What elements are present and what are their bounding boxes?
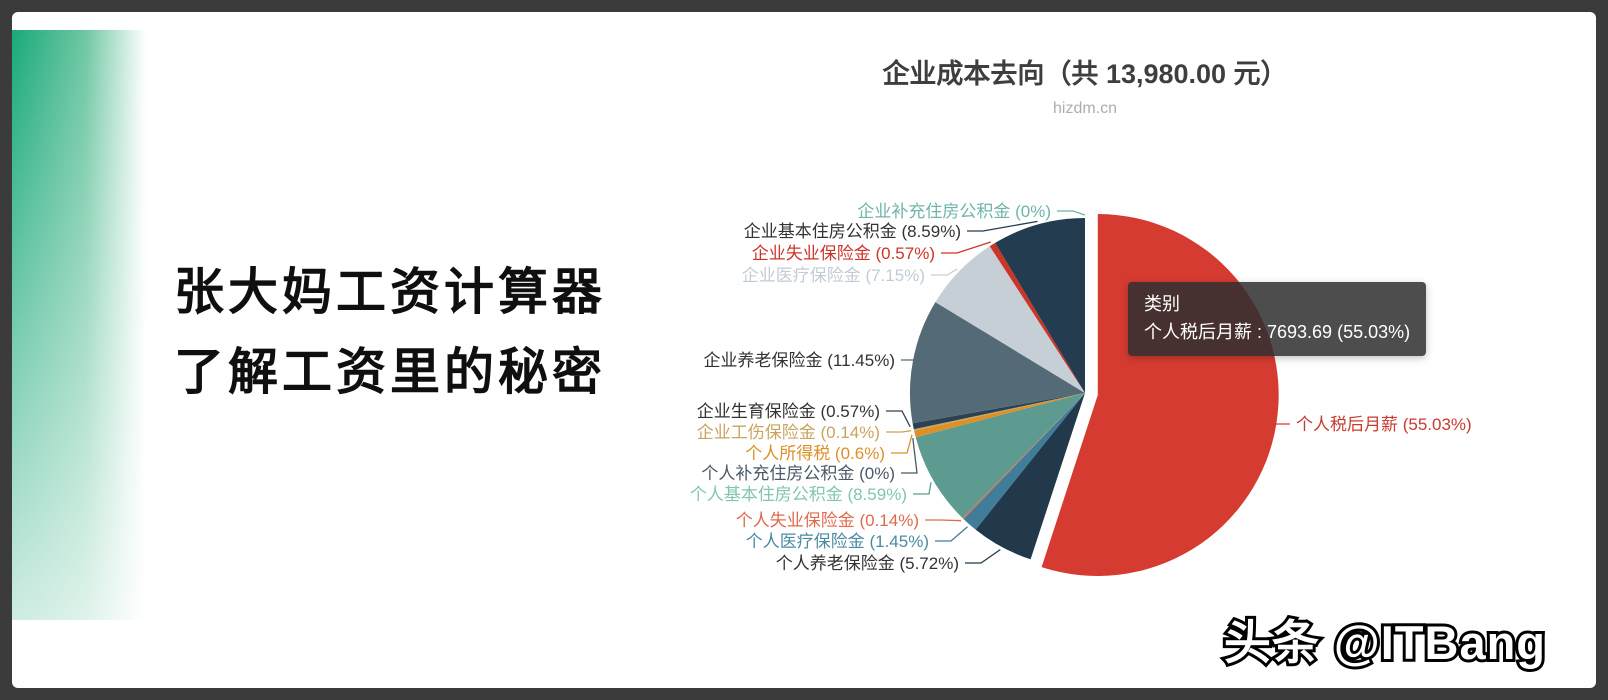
- pie-slice-label: 个人补充住房公积金 (0%): [701, 464, 895, 483]
- pie-leader-line: [935, 526, 968, 542]
- headline: 张大妈工资计算器 了解工资里的秘密: [174, 252, 606, 412]
- pie-leader-line: [925, 519, 962, 522]
- pie-leader-line: [931, 268, 958, 276]
- pie-slice-label: 企业工伤保险金 (0.14%): [697, 423, 880, 442]
- pie-slice-个人失业保险金[interactable]: [962, 393, 1086, 520]
- pie-leader-line: [967, 220, 1038, 232]
- pie-slice-企业养老保险金[interactable]: [909, 302, 1085, 424]
- content-card: 张大妈工资计算器 了解工资里的秘密 企业成本去向（共 13,980.00 元） …: [12, 12, 1596, 688]
- pie-slice-label: 个人失业保险金 (0.14%): [736, 511, 919, 530]
- pie-slice-label: 企业失业保险金 (0.57%): [752, 244, 935, 263]
- pie-leader-line: [886, 410, 911, 428]
- pie-leader-line: [886, 430, 912, 433]
- pie-slice-个人所得税[interactable]: [914, 393, 1085, 438]
- pie-slice-label: 个人所得税 (0.6%): [745, 444, 885, 463]
- watermark: 头条 @ITBang: [1221, 613, 1548, 672]
- pie-slice-企业生育保险金[interactable]: [912, 393, 1085, 430]
- pie-slice-label: 个人基本住房公积金 (8.59%): [690, 485, 907, 504]
- chart-subtitle: hizdm.cn: [1052, 100, 1118, 117]
- pie-slice-label: 个人医疗保险金 (1.45%): [746, 532, 929, 551]
- pie-slice-企业工伤保险金[interactable]: [913, 393, 1085, 431]
- pie-slice-label: 企业基本住房公积金 (8.59%): [744, 222, 961, 241]
- headline-line1: 张大妈工资计算器: [174, 264, 606, 320]
- pie-slice-label: 企业补充住房公积金 (0%): [857, 202, 1051, 221]
- green-gradient-decoration: [12, 30, 146, 620]
- pie-slice-label: 企业医疗保险金 (7.15%): [742, 266, 925, 285]
- pie-slice-label: 个人税后月薪 (55.03%): [1296, 415, 1472, 434]
- pie-leader-line: [941, 241, 992, 254]
- pie-slice-企业失业保险金[interactable]: [989, 242, 1085, 393]
- tooltip-category-header: 类别: [1144, 294, 1180, 314]
- pie-slice-个人养老保险金[interactable]: [975, 393, 1085, 560]
- pie-slice-个人基本住房公积金[interactable]: [915, 393, 1085, 518]
- pie-leader-line: [901, 437, 918, 474]
- pie-slice-企业医疗保险金[interactable]: [935, 246, 1085, 393]
- pie-slice-label: 个人养老保险金 (5.72%): [776, 554, 959, 573]
- headline-line2: 了解工资里的秘密: [174, 344, 606, 400]
- pie-leader-line: [891, 434, 913, 454]
- pie-leader-line: [913, 482, 932, 495]
- chart-tooltip: 类别 个人税后月薪 : 7693.69 (55.03%): [1128, 282, 1427, 356]
- pie-slice-label: 企业生育保险金 (0.57%): [697, 402, 880, 421]
- pie-slice-企业基本住房公积金[interactable]: [995, 218, 1085, 393]
- tooltip-value-line: 个人税后月薪 : 7693.69 (55.03%): [1144, 322, 1411, 342]
- chart-title: 企业成本去向（共 13,980.00 元）: [882, 59, 1288, 89]
- pie-leader-line: [1057, 210, 1086, 216]
- pie-slice-label: 企业养老保险金 (11.45%): [704, 351, 895, 370]
- pie-leader-line: [965, 549, 1001, 564]
- pie-chart-canvas: 个人税后月薪 (55.03%) 个人养老保险金 (5.72%) 个人医疗保险金 (1…: [690, 202, 1472, 576]
- pie-slice-个人医疗保险金[interactable]: [963, 393, 1085, 530]
